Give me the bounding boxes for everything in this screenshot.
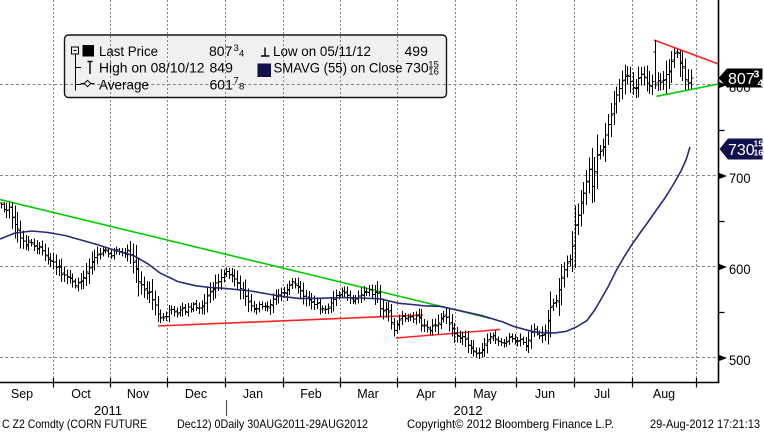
svg-text:807: 807 — [209, 43, 233, 59]
svg-text:499: 499 — [405, 43, 429, 59]
svg-text:4: 4 — [239, 49, 244, 60]
svg-text:Oct: Oct — [71, 387, 91, 401]
svg-text:C Z2 Comdty (CORN FUTURE: C Z2 Comdty (CORN FUTURE — [2, 417, 147, 431]
svg-text:730: 730 — [728, 142, 755, 159]
svg-text:15: 15 — [428, 60, 439, 71]
svg-text:807: 807 — [728, 71, 755, 88]
svg-text:High on 08/10/12: High on 08/10/12 — [99, 60, 205, 76]
svg-text:730: 730 — [405, 60, 429, 76]
svg-text:Dec: Dec — [185, 387, 207, 401]
svg-text:May: May — [473, 387, 497, 401]
svg-text:29-Aug-2012 17:21:13: 29-Aug-2012 17:21:13 — [650, 417, 760, 431]
svg-text:2012: 2012 — [454, 403, 483, 418]
svg-text:3: 3 — [234, 43, 239, 54]
svg-text:2011: 2011 — [94, 403, 122, 418]
svg-text:Mar: Mar — [357, 387, 379, 401]
svg-text:Copyright© 2012 Bloomberg Fina: Copyright© 2012 Bloomberg Finance L.P. — [407, 417, 614, 431]
svg-text:7: 7 — [234, 76, 239, 87]
svg-text:500: 500 — [729, 352, 751, 368]
svg-text:Low on 05/11/12: Low on 05/11/12 — [273, 43, 371, 59]
svg-text:Jul: Jul — [594, 387, 610, 401]
svg-text:SMAVG (55) on Close: SMAVG (55) on Close — [274, 60, 403, 76]
svg-text:Nov: Nov — [127, 387, 150, 401]
svg-text:Last Price: Last Price — [99, 43, 158, 59]
svg-text:3: 3 — [754, 69, 760, 81]
svg-text:700: 700 — [729, 170, 751, 186]
svg-text:600: 600 — [729, 261, 751, 277]
svg-text:Sep: Sep — [11, 387, 33, 401]
svg-text:601: 601 — [210, 77, 234, 93]
svg-text:16: 16 — [428, 67, 439, 78]
svg-text:4: 4 — [758, 78, 764, 90]
svg-text:Average: Average — [99, 77, 149, 93]
svg-text:8: 8 — [239, 82, 244, 93]
svg-text:Apr: Apr — [416, 387, 435, 401]
svg-text:Feb: Feb — [300, 387, 322, 401]
svg-text:15: 15 — [754, 139, 764, 149]
svg-text:16: 16 — [754, 148, 764, 158]
svg-text:849: 849 — [210, 60, 234, 76]
svg-text:Jun: Jun — [535, 387, 555, 401]
svg-text:Dec12) 0Daily 30AUG2011-29AUG2: Dec12) 0Daily 30AUG2011-29AUG2012 — [177, 417, 368, 431]
svg-text:Aug: Aug — [653, 387, 675, 401]
svg-text:Jan: Jan — [243, 387, 263, 401]
